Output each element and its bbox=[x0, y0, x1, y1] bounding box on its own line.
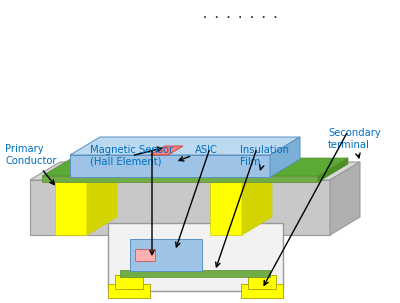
Polygon shape bbox=[150, 146, 183, 155]
Bar bbox=[108, 284, 150, 298]
Bar bbox=[70, 155, 270, 177]
Polygon shape bbox=[55, 162, 117, 180]
Text: ASIC: ASIC bbox=[179, 145, 218, 161]
Polygon shape bbox=[210, 162, 272, 180]
Bar bbox=[135, 249, 155, 261]
Polygon shape bbox=[30, 162, 360, 180]
Text: Insulation
Film: Insulation Film bbox=[240, 145, 289, 170]
Bar bbox=[55, 180, 87, 235]
Polygon shape bbox=[70, 137, 300, 155]
Text: Magnetic Sensor
(Hall Element): Magnetic Sensor (Hall Element) bbox=[90, 145, 173, 167]
Bar bbox=[42, 176, 318, 182]
Bar bbox=[115, 275, 143, 289]
Text: Primary
Conductor: Primary Conductor bbox=[5, 144, 56, 185]
Bar bbox=[108, 223, 283, 291]
Text: Secondary
terminal: Secondary terminal bbox=[328, 128, 381, 158]
Polygon shape bbox=[330, 162, 360, 235]
Polygon shape bbox=[242, 162, 272, 235]
Text: . . . . . . .: . . . . . . . bbox=[202, 10, 278, 20]
Polygon shape bbox=[318, 158, 348, 182]
Bar bbox=[248, 275, 276, 289]
Polygon shape bbox=[87, 162, 117, 235]
Bar bbox=[30, 180, 330, 235]
Bar bbox=[120, 270, 270, 277]
Bar bbox=[241, 284, 283, 298]
Bar bbox=[130, 239, 202, 271]
Bar bbox=[210, 180, 242, 235]
Polygon shape bbox=[270, 137, 300, 177]
Polygon shape bbox=[42, 158, 348, 176]
